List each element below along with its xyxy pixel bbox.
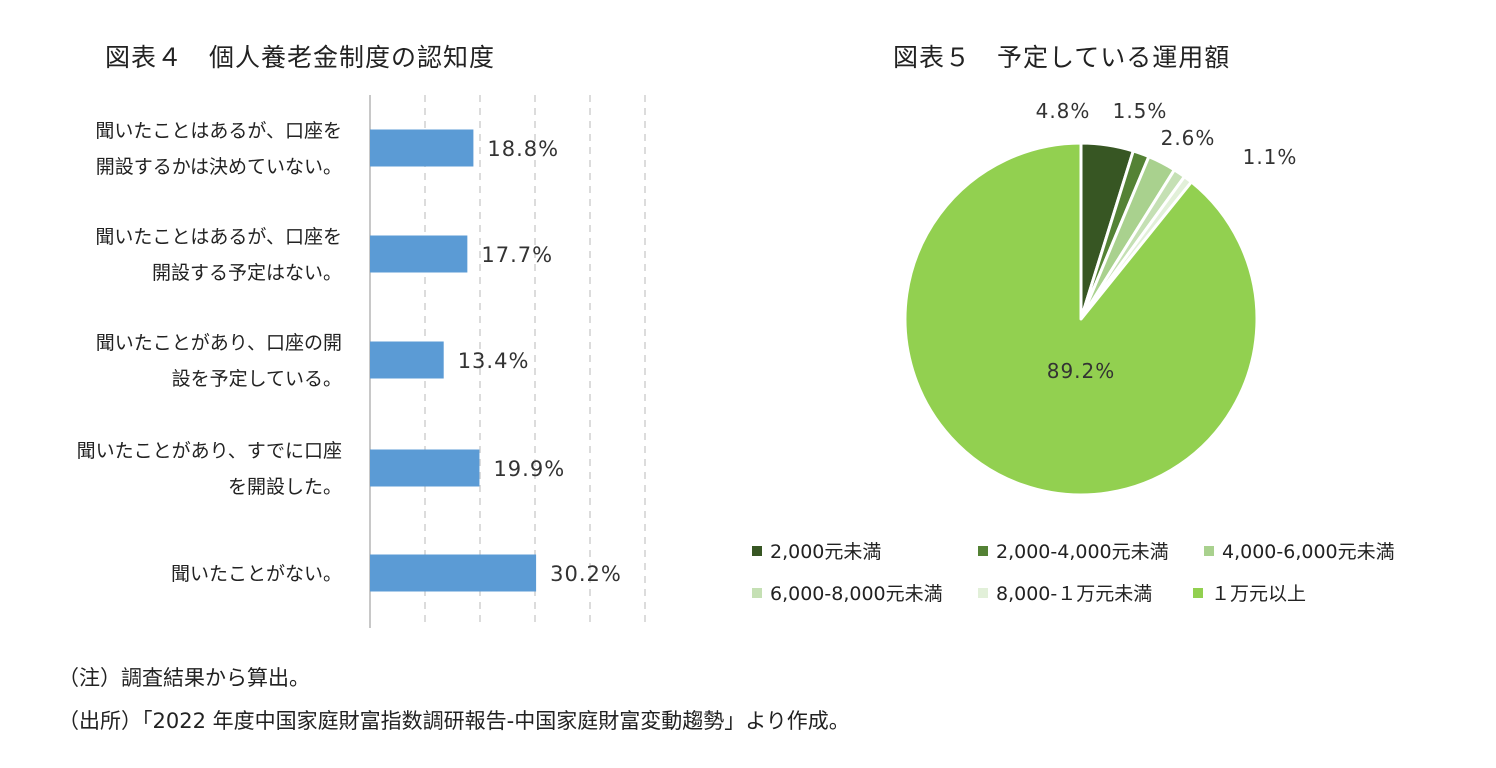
legend-swatch bbox=[1193, 587, 1203, 598]
bar bbox=[370, 341, 444, 379]
category-label: 開設するかは決めていない。 bbox=[96, 156, 342, 178]
legend-item: １万元以上 bbox=[1193, 579, 1306, 606]
bar-value-label: 17.7% bbox=[481, 243, 553, 267]
category-label: 聞いたことがあり、口座の開 bbox=[96, 332, 342, 354]
legend-swatch bbox=[752, 587, 762, 598]
bar-value-label: 18.8% bbox=[487, 137, 559, 161]
bar bbox=[370, 554, 537, 592]
category-label: 聞いたことはあるが、口座を bbox=[95, 226, 342, 248]
legend-label: 2,000元未満 bbox=[770, 541, 882, 563]
bar bbox=[370, 129, 474, 167]
slice-value-label: 2.6% bbox=[1161, 126, 1216, 150]
legend-label: 6,000-8,000元未満 bbox=[770, 583, 943, 605]
bar bbox=[370, 449, 480, 487]
legend-swatch bbox=[1204, 545, 1214, 556]
bar-value-label: 13.4% bbox=[458, 349, 530, 373]
legend-label: 8,000-１万元未満 bbox=[996, 583, 1153, 605]
category-label: 聞いたことがない。 bbox=[171, 563, 342, 585]
legend-item: 2,000元未満 bbox=[752, 537, 881, 564]
legend-item: 4,000-6,000元未満 bbox=[1204, 537, 1395, 564]
pie-slice bbox=[903, 141, 1259, 497]
slice-value-label: 1.5% bbox=[1113, 99, 1168, 123]
legend-swatch bbox=[978, 587, 988, 598]
pie-chart: 4.8% 1.5% 2.6% 1.1% 89.2% bbox=[903, 99, 1298, 497]
note-text: （注）調査結果から算出。 bbox=[58, 666, 310, 690]
category-label: 聞いたことはあるが、口座を bbox=[95, 120, 342, 142]
source-text: （出所）「2022 年度中国家庭財富指数調研報告-中国家庭財富変動趨勢」より作成… bbox=[58, 709, 850, 733]
category-label: 設を予定している。 bbox=[172, 368, 342, 390]
category-label: 聞いたことがあり、すでに口座 bbox=[77, 440, 342, 462]
bar bbox=[370, 235, 468, 273]
slice-value-label: 4.8% bbox=[1036, 99, 1091, 123]
legend-swatch bbox=[752, 545, 762, 556]
legend-label: １万元以上 bbox=[1211, 583, 1307, 605]
figure4-title: 図表４ 個人養老金制度の認知度 bbox=[105, 43, 496, 72]
figure5-title: 図表５ 予定している運用額 bbox=[893, 43, 1231, 72]
slice-value-label: 89.2% bbox=[1047, 359, 1116, 383]
legend-item: 6,000-8,000元未満 bbox=[752, 579, 943, 606]
legend-label: 4,000-6,000元未満 bbox=[1222, 541, 1395, 563]
bar-value-label: 19.9% bbox=[493, 457, 565, 481]
category-label: を開設した。 bbox=[228, 476, 342, 498]
category-label: 開設する予定はない。 bbox=[152, 262, 342, 284]
legend-label: 2,000-4,000元未満 bbox=[996, 541, 1169, 563]
slice-value-label: 1.1% bbox=[1243, 145, 1298, 169]
legend-item: 8,000-１万元未満 bbox=[978, 579, 1152, 606]
legend-item: 2,000-4,000元未満 bbox=[978, 537, 1169, 564]
legend-swatch bbox=[978, 545, 988, 556]
bar-value-label: 30.2% bbox=[550, 562, 622, 586]
